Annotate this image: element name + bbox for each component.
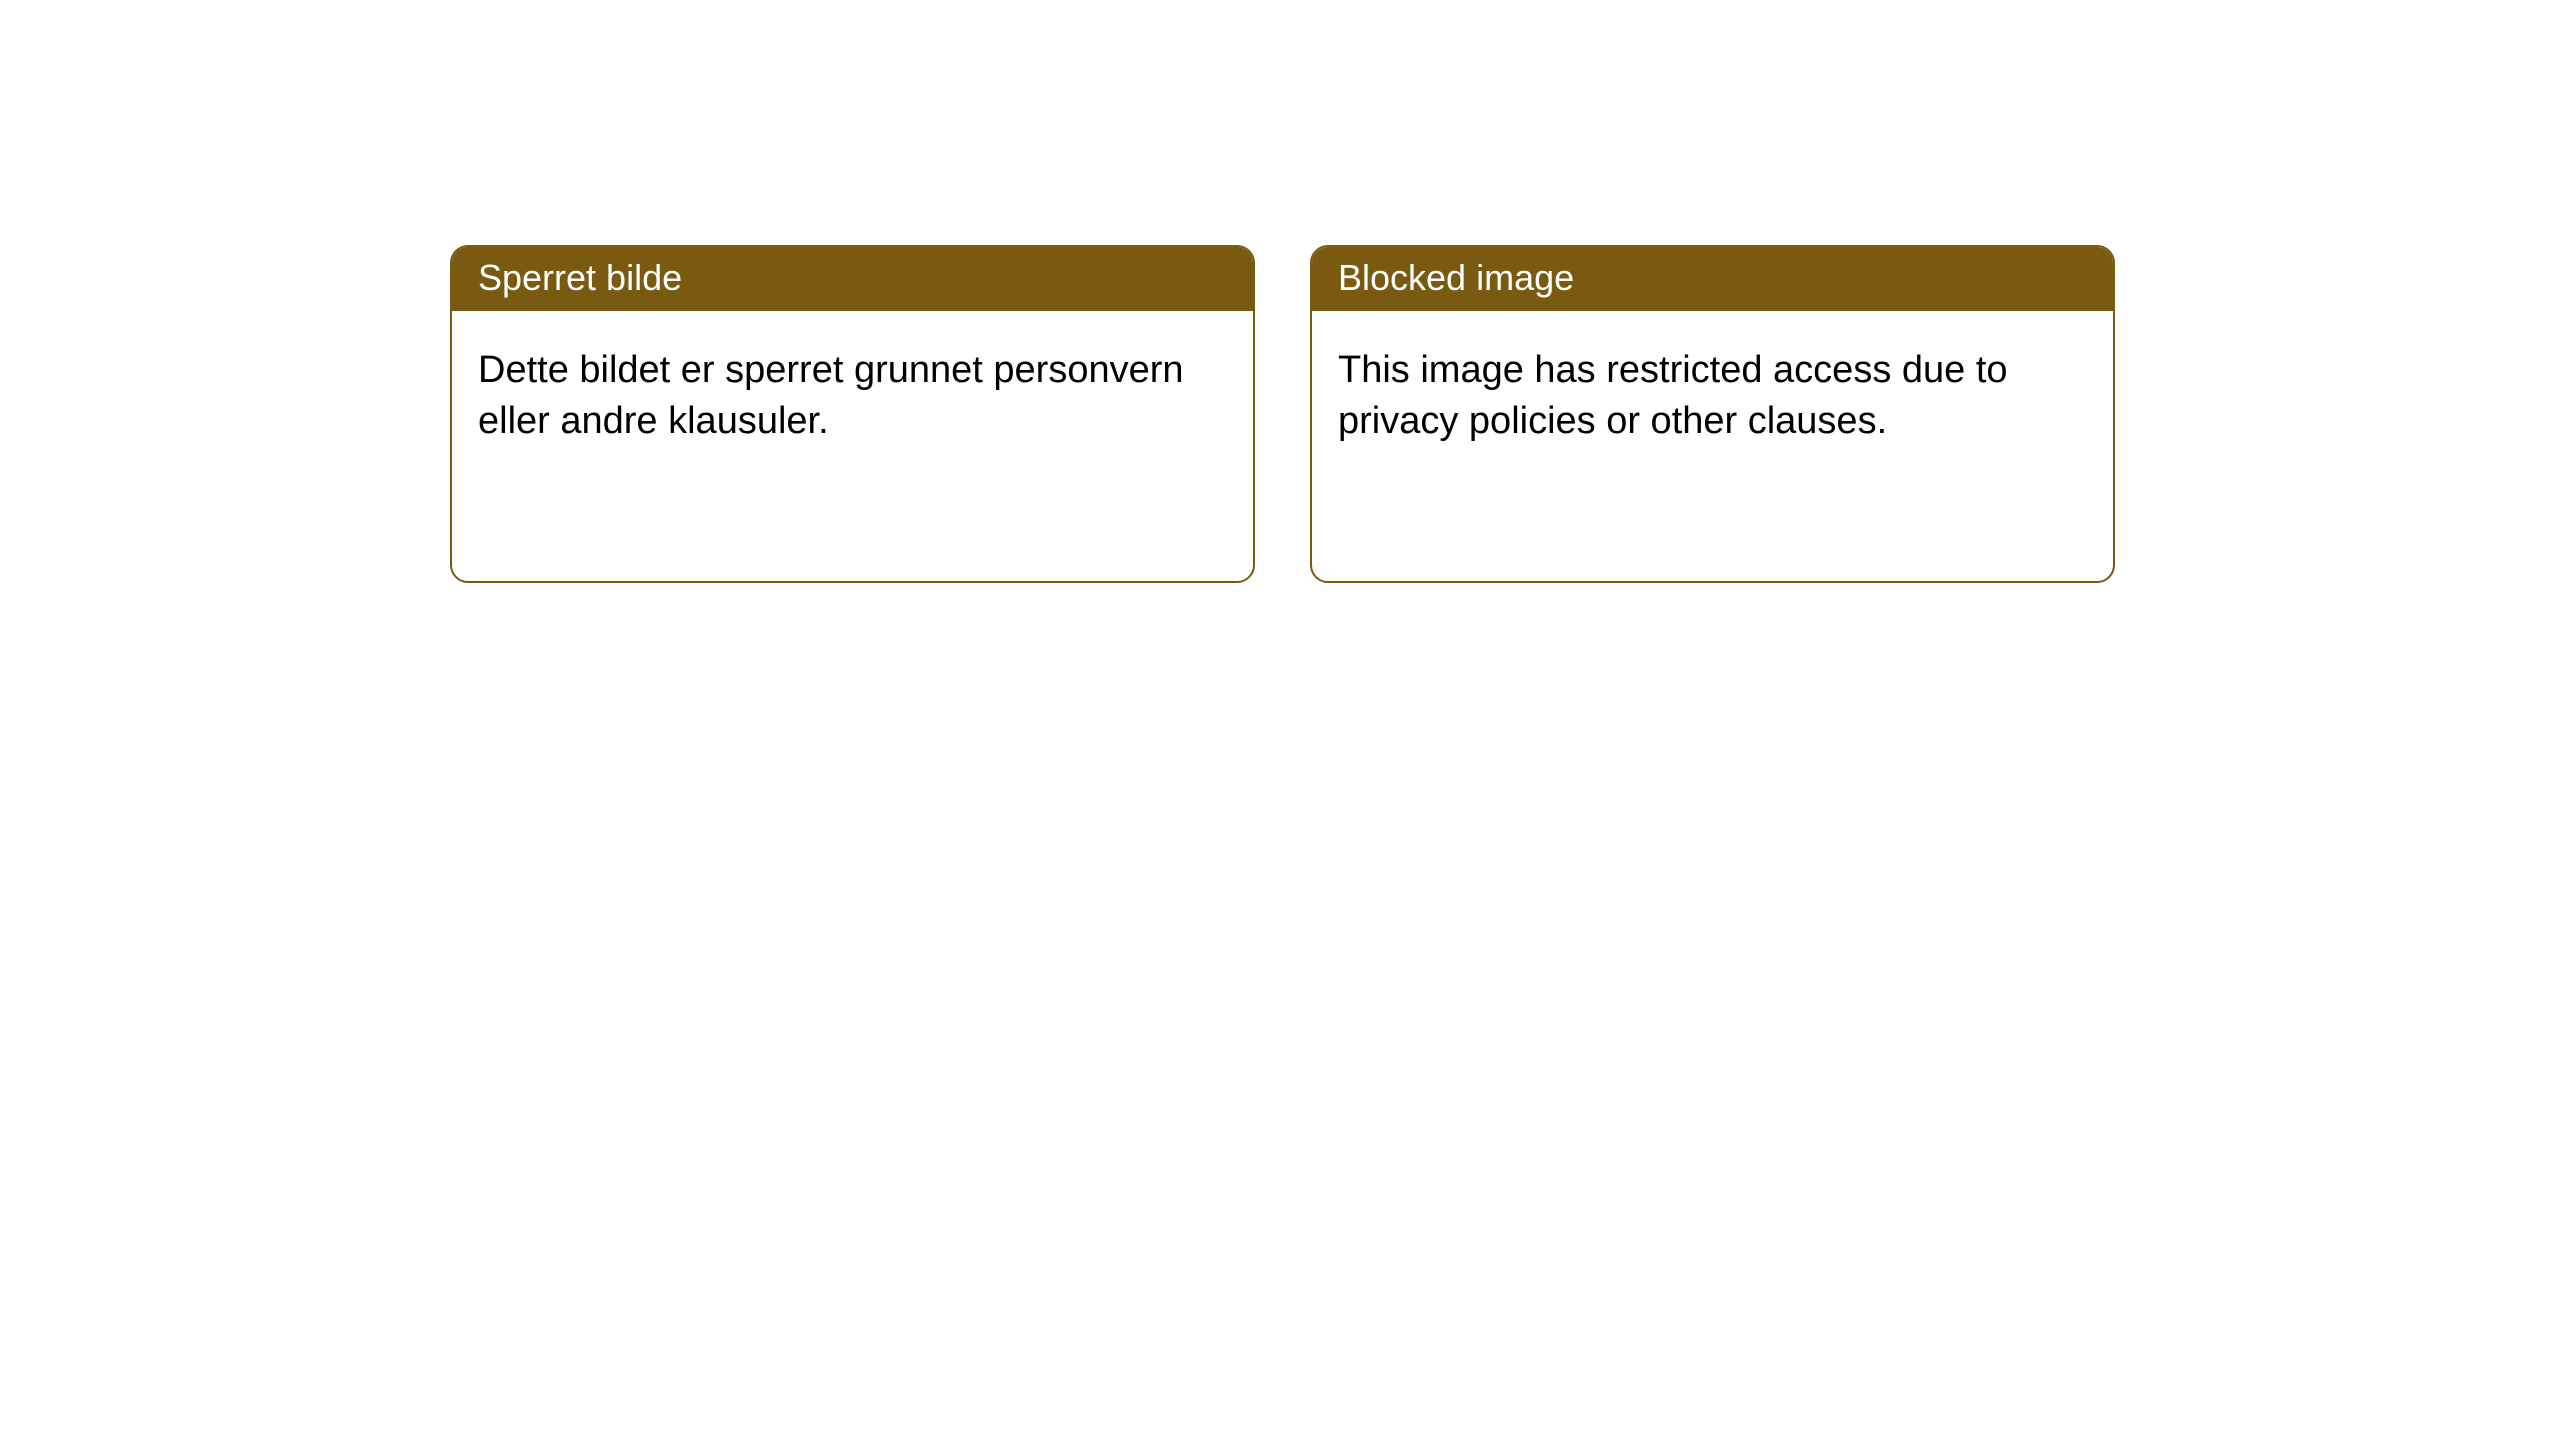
card-body-text: This image has restricted access due to … (1338, 349, 2008, 442)
card-header: Sperret bilde (452, 247, 1253, 311)
card-title: Blocked image (1338, 257, 1574, 298)
card-body: This image has restricted access due to … (1312, 311, 2113, 581)
card-header: Blocked image (1312, 247, 2113, 311)
blocked-image-card-norwegian: Sperret bilde Dette bildet er sperret gr… (450, 245, 1255, 583)
card-container: Sperret bilde Dette bildet er sperret gr… (0, 0, 2560, 583)
blocked-image-card-english: Blocked image This image has restricted … (1310, 245, 2115, 583)
card-body: Dette bildet er sperret grunnet personve… (452, 311, 1253, 581)
card-body-text: Dette bildet er sperret grunnet personve… (478, 349, 1184, 442)
card-title: Sperret bilde (478, 257, 682, 298)
